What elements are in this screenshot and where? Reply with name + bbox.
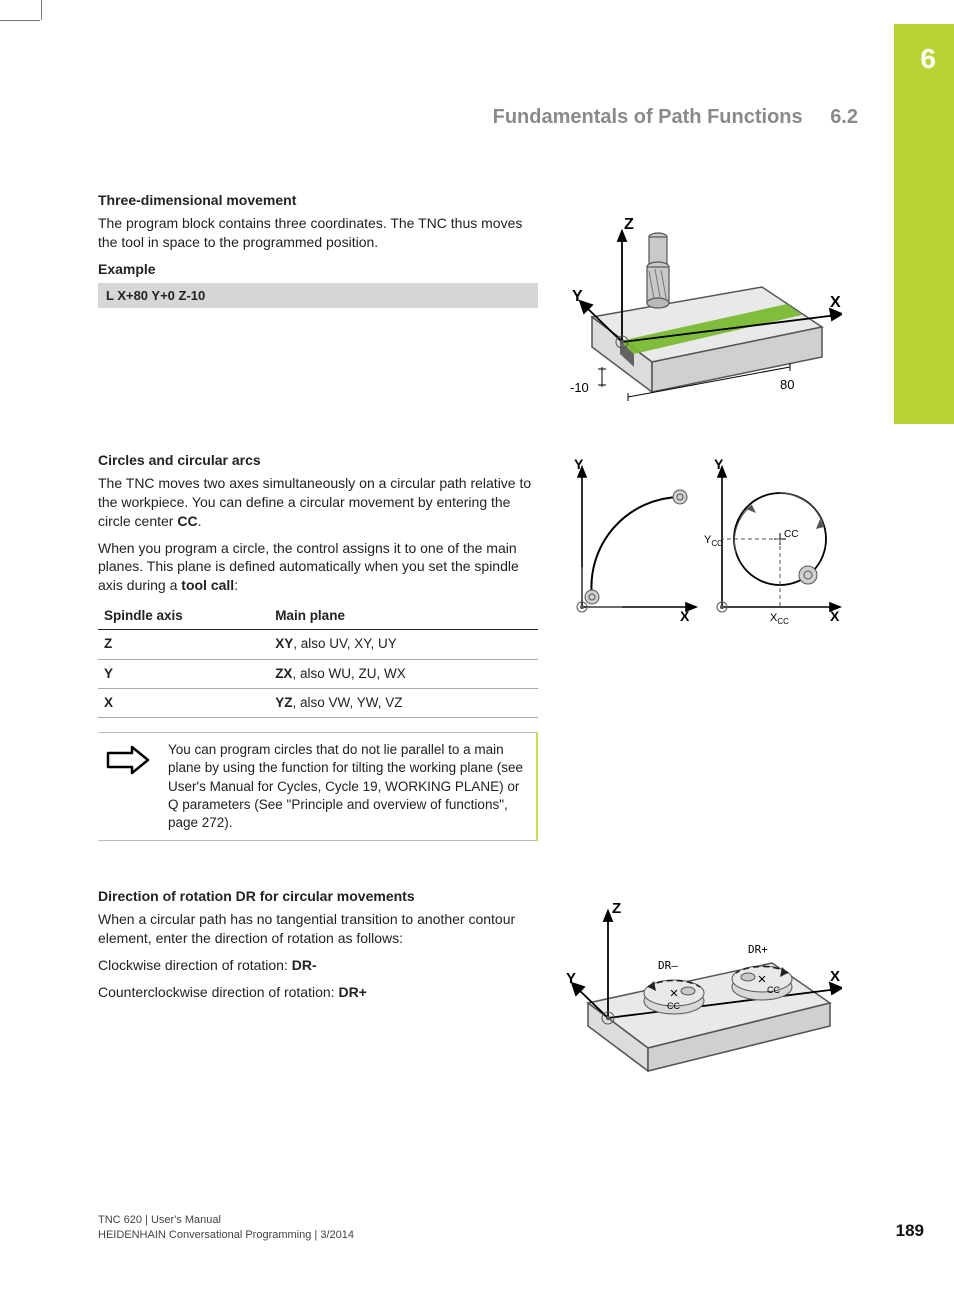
body-3d: The program block contains three coordin… <box>98 214 538 252</box>
section-3d-movement: Three-dimensional movement The program b… <box>98 191 924 423</box>
table-row: Z XY, also UV, XY, UY <box>98 630 538 659</box>
svg-text:Y: Y <box>714 457 724 472</box>
section-number: 6.2 <box>830 106 858 128</box>
footer-line1: TNC 620 | User's Manual <box>98 1213 354 1228</box>
dim-z: -10 <box>570 380 589 395</box>
page-footer: TNC 620 | User's Manual HEIDENHAIN Conve… <box>98 1213 924 1243</box>
svg-text:X: X <box>830 968 840 985</box>
section-dr: Direction of rotation DR for circular mo… <box>98 887 924 1084</box>
page-number: 189 <box>896 1220 924 1243</box>
figure-circles: Y X <box>556 451 836 633</box>
svg-text:CC: CC <box>667 1001 680 1011</box>
table-row: X YZ, also VW, YW, VZ <box>98 688 538 717</box>
svg-text:YCC: YCC <box>704 534 723 548</box>
body-dr: When a circular path has no tangential t… <box>98 910 538 948</box>
circles-para1: The TNC moves two axes simultaneously on… <box>98 474 538 531</box>
svg-text:XCC: XCC <box>770 612 789 626</box>
svg-text:Y: Y <box>566 970 576 987</box>
heading-dr: Direction of rotation DR for circular mo… <box>98 887 538 906</box>
footer-line2: HEIDENHAIN Conversational Programming | … <box>98 1228 354 1243</box>
note-box: You can program circles that do not lie … <box>98 732 538 841</box>
dr-cw: Clockwise direction of rotation: DR- <box>98 956 538 975</box>
svg-text:DR+: DR+ <box>748 943 768 956</box>
example-label: Example <box>98 260 538 279</box>
figure-3d: Z Y X -10 80 <box>556 191 836 423</box>
page: 6 Fundamentals of Path Functions 6.2 Thr… <box>0 0 954 1315</box>
section-title: Fundamentals of Path Functions <box>493 106 803 128</box>
svg-text:Y: Y <box>574 457 584 472</box>
figure-dr: Z Y X DR– CC <box>556 887 836 1084</box>
arrow-icon <box>104 741 156 832</box>
note-text: You can program circles that do not lie … <box>168 741 526 832</box>
col-plane: Main plane <box>269 603 538 630</box>
dr-plus-cyl: DR+ CC <box>732 943 792 1000</box>
svg-text:CC: CC <box>767 985 780 995</box>
axis-x-label: X <box>830 294 841 311</box>
svg-text:X: X <box>830 608 840 624</box>
heading-3d: Three-dimensional movement <box>98 191 538 210</box>
example-code: L X+80 Y+0 Z-10 <box>98 283 538 309</box>
circles-para2: When you program a circle, the control a… <box>98 539 538 596</box>
chapter-number: 6 <box>920 40 936 78</box>
dim-x: 80 <box>780 377 794 392</box>
heading-circles: Circles and circular arcs <box>98 451 538 470</box>
col-spindle: Spindle axis <box>98 603 269 630</box>
dr-ccw: Counterclockwise direction of rotation: … <box>98 983 538 1002</box>
chapter-tab <box>894 24 954 424</box>
table-row: Y ZX, also WU, ZU, WX <box>98 659 538 688</box>
section-circles: Circles and circular arcs The TNC moves … <box>98 451 924 859</box>
spindle-table: Spindle axis Main plane Z XY, also UV, X… <box>98 603 538 718</box>
svg-text:CC: CC <box>784 529 798 540</box>
svg-text:Z: Z <box>612 900 621 917</box>
axis-y-label: Y <box>572 288 583 305</box>
section-header: Fundamentals of Path Functions 6.2 <box>98 104 924 131</box>
dr-minus-cyl: DR– CC <box>644 959 704 1014</box>
axis-z-label: Z <box>624 216 634 233</box>
svg-text:X: X <box>680 608 690 624</box>
svg-text:DR–: DR– <box>658 959 678 972</box>
